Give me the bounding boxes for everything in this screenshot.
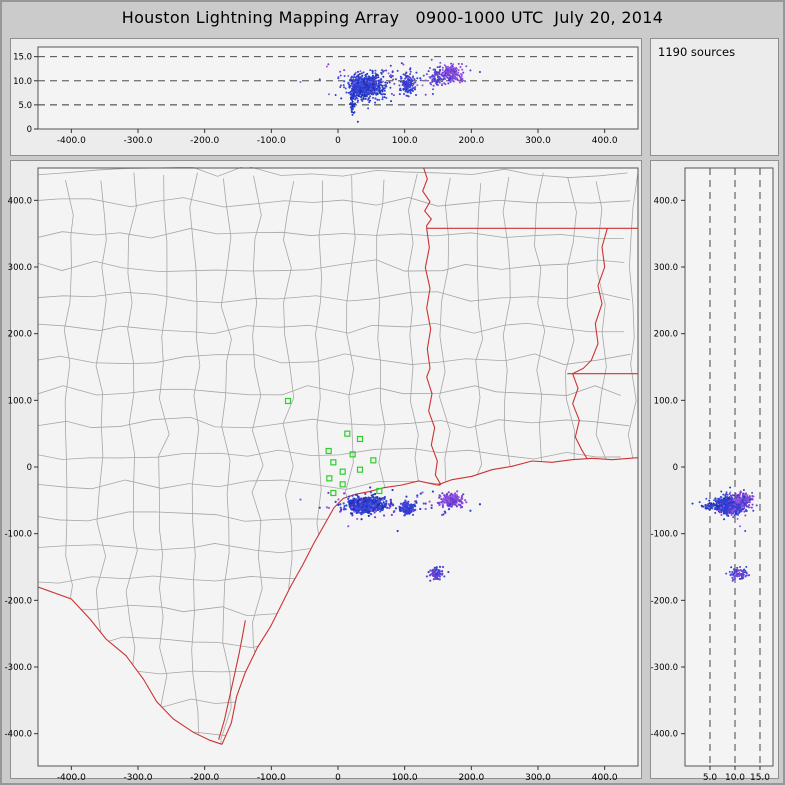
svg-text:400.0: 400.0: [8, 196, 32, 206]
svg-text:15.0: 15.0: [13, 53, 32, 63]
svg-text:300.0: 300.0: [8, 263, 32, 273]
svg-text:200.0: 200.0: [8, 330, 32, 340]
svg-text:-300.0: -300.0: [5, 663, 32, 673]
svg-text:-300.0: -300.0: [123, 136, 152, 146]
altitude-gridlines: [709, 168, 761, 766]
altitude-ew-plot[interactable]: -400.0 -300.0 -200.0 -100.0 0 100.0 200.0 300.0…: [11, 39, 641, 155]
svg-text:10.0: 10.0: [725, 773, 745, 783]
svg-text:400.0: 400.0: [592, 773, 618, 783]
sources-count-panel: 1190 sources: [650, 38, 779, 156]
axis-tick-labels: 5.0 10.0 15.0 400.0 300.0 200.0 100.0 0 -100.0 -2…: [651, 196, 771, 783]
lma-stations: [284, 397, 383, 497]
svg-text:0: 0: [335, 773, 341, 783]
svg-text:-200.0: -200.0: [190, 136, 219, 146]
svg-text:5.0: 5.0: [703, 773, 718, 783]
svg-text:15.0: 15.0: [750, 773, 770, 783]
svg-text:400.0: 400.0: [654, 196, 678, 206]
svg-text:100.0: 100.0: [392, 136, 418, 146]
svg-text:0: 0: [27, 463, 32, 473]
svg-text:10.0: 10.0: [13, 77, 32, 87]
lightning-sources-ew-alt: [299, 58, 481, 123]
svg-text:200.0: 200.0: [458, 773, 484, 783]
svg-text:-200.0: -200.0: [651, 596, 678, 606]
altitude-ns-panel: 5.0 10.0 15.0 400.0 300.0 200.0 100.0 0 -100.0 -2…: [650, 160, 779, 783]
plan-view-map-panel: -400.0 -300.0 -200.0 -100.0 0 100.0 200.0 300.0…: [5, 160, 642, 783]
svg-text:100.0: 100.0: [8, 396, 32, 406]
altitude-ew-panel: -400.0 -300.0 -200.0 -100.0 0 100.0 200.0 300.0…: [10, 38, 642, 156]
lightning-sources-alt-ns: [691, 486, 758, 582]
svg-text:400.0: 400.0: [592, 136, 618, 146]
svg-text:-400.0: -400.0: [57, 773, 86, 783]
svg-text:0: 0: [335, 136, 341, 146]
svg-text:-100.0: -100.0: [257, 773, 286, 783]
svg-text:-100.0: -100.0: [257, 136, 286, 146]
svg-text:0: 0: [27, 125, 32, 135]
svg-text:100.0: 100.0: [654, 396, 678, 406]
svg-text:5.0: 5.0: [18, 101, 32, 111]
svg-text:300.0: 300.0: [525, 136, 551, 146]
svg-text:-200.0: -200.0: [190, 773, 219, 783]
svg-text:-100.0: -100.0: [5, 530, 32, 540]
svg-text:-300.0: -300.0: [123, 773, 152, 783]
plan-view-map-plot[interactable]: -400.0 -300.0 -200.0 -100.0 0 100.0 200.0 300.0…: [5, 161, 641, 783]
svg-text:-200.0: -200.0: [5, 596, 32, 606]
svg-text:0: 0: [673, 463, 678, 473]
svg-text:300.0: 300.0: [525, 773, 551, 783]
svg-text:-400.0: -400.0: [5, 730, 32, 740]
svg-text:-100.0: -100.0: [651, 530, 678, 540]
altitude-ns-plot[interactable]: 5.0 10.0 15.0 400.0 300.0 200.0 100.0 0 -100.0 -2…: [651, 161, 778, 783]
state-borders: [38, 168, 638, 745]
svg-text:300.0: 300.0: [654, 263, 678, 273]
lightning-sources-plan: [299, 486, 482, 582]
altitude-gridlines: [38, 56, 638, 106]
axis-tick-labels: -400.0 -300.0 -200.0 -100.0 0 100.0 200.0 300.0…: [5, 196, 618, 783]
page-title: Houston Lightning Mapping Array 0900-100…: [121, 8, 664, 27]
svg-text:200.0: 200.0: [458, 136, 484, 146]
svg-text:-300.0: -300.0: [651, 663, 678, 673]
svg-text:-400.0: -400.0: [57, 136, 86, 146]
sources-count-label: 1190 sources: [658, 45, 736, 59]
svg-text:100.0: 100.0: [392, 773, 418, 783]
axis-tick-labels: -400.0 -300.0 -200.0 -100.0 0 100.0 200.0 300.0…: [13, 53, 618, 146]
svg-text:-400.0: -400.0: [651, 730, 678, 740]
svg-text:200.0: 200.0: [654, 330, 678, 340]
